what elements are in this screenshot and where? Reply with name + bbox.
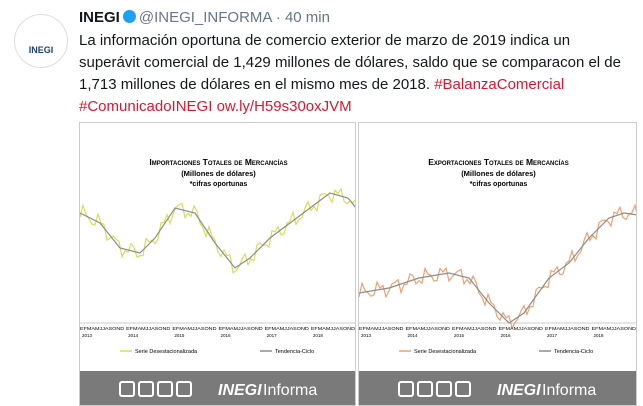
link[interactable]: ow.ly/H59s30oxJVM bbox=[216, 98, 352, 115]
year-label: 2014 bbox=[408, 333, 419, 338]
chart-title: Importaciones Totales de Mercancías bbox=[149, 157, 287, 167]
month-labels: EFMAMJJASOND bbox=[80, 326, 125, 331]
chart-image[interactable]: Exportaciones Totales de Mercancías (Mill… bbox=[358, 122, 637, 406]
year-label: 2013 bbox=[82, 333, 93, 338]
year-label: 2018 bbox=[594, 333, 605, 338]
month-labels: EFMAMJJASOND bbox=[359, 326, 404, 331]
legend-label: Serie Desestacionalizada bbox=[135, 349, 198, 355]
brand: INEGI bbox=[218, 382, 262, 399]
chart-svg: Exportaciones Totales de Mercancías (Mill… bbox=[359, 123, 637, 405]
social-icon bbox=[138, 381, 154, 397]
social-icon bbox=[417, 381, 433, 397]
brand: INEGI bbox=[497, 382, 541, 399]
month-labels: EFMAMJJASOND bbox=[265, 326, 310, 331]
verified-badge bbox=[122, 10, 136, 23]
year-label: 2017 bbox=[547, 333, 558, 338]
month-labels: EFMAMJJASOND bbox=[592, 326, 637, 331]
text-line: superávit comercial de 1,429 millones de… bbox=[79, 52, 621, 74]
social-icon bbox=[455, 381, 471, 397]
social-icon bbox=[176, 381, 192, 397]
social-icon bbox=[119, 381, 135, 397]
chart-note: *cifras oportunas bbox=[190, 181, 248, 188]
brand-word: Informa bbox=[542, 382, 596, 399]
link[interactable]: #BalanzaComercial bbox=[434, 76, 565, 93]
chart-subtitle: (Millones de dólares) bbox=[461, 169, 536, 178]
trend-line bbox=[80, 192, 355, 269]
chart-title: Exportaciones Totales de Mercancías bbox=[428, 157, 568, 167]
text-line: #ComunicadoINEGI ow.ly/H59s30oxJVM bbox=[79, 96, 621, 118]
social-icon bbox=[398, 381, 414, 397]
year-label: 2014 bbox=[128, 333, 139, 338]
series-line bbox=[359, 203, 636, 330]
month-labels: EFMAMJJASOND bbox=[545, 326, 590, 331]
tweet-header: INEGI @INEGI_INFORMA · 40 min bbox=[79, 9, 330, 26]
month-labels: EFMAMJJASOND bbox=[172, 326, 217, 331]
separator: · bbox=[275, 9, 281, 26]
text-segment: 1,713 millones de dólares en el mismo me… bbox=[79, 76, 435, 93]
link[interactable]: #ComunicadoINEGI bbox=[79, 98, 213, 115]
text-line: La información oportuna de comercio exte… bbox=[79, 30, 621, 52]
chart-subtitle: (Millones de dólares) bbox=[181, 169, 256, 178]
bg bbox=[359, 123, 636, 371]
year-label: 2016 bbox=[221, 333, 232, 338]
avatar-label: INEGI bbox=[28, 45, 54, 55]
year-label: 2018 bbox=[313, 333, 324, 338]
month-labels: EFMAMJJASOND bbox=[499, 326, 544, 331]
brand-word: Informa bbox=[263, 382, 317, 399]
footer-bar bbox=[359, 371, 636, 405]
month-labels: EFMAMJJASOND bbox=[219, 326, 264, 331]
avatar[interactable]: INEGI bbox=[14, 14, 68, 68]
year-label: 2015 bbox=[174, 333, 185, 338]
month-labels: EFMAMJJASOND bbox=[126, 326, 171, 331]
social-icon bbox=[157, 381, 173, 397]
time[interactable]: 40 min bbox=[284, 9, 330, 26]
social-icon bbox=[436, 381, 452, 397]
legend-label: Serie Desestacionalizada bbox=[414, 349, 477, 355]
chart-image[interactable]: Importaciones Totales de Mercancías (Mill… bbox=[79, 122, 356, 406]
handle[interactable]: @INEGI_INFORMA bbox=[138, 9, 272, 26]
month-labels: EFMAMJJASOND bbox=[406, 326, 451, 331]
trend-line bbox=[359, 212, 636, 324]
month-labels: EFMAMJJASOND bbox=[311, 326, 356, 331]
month-labels: EFMAMJJASOND bbox=[452, 326, 497, 331]
author[interactable]: INEGI bbox=[79, 9, 120, 26]
year-label: 2013 bbox=[361, 333, 372, 338]
year-label: 2017 bbox=[267, 333, 278, 338]
chart-svg: Importaciones Totales de Mercancías (Mill… bbox=[80, 123, 356, 405]
year-label: 2016 bbox=[501, 333, 512, 338]
chart-note: *cifras oportunas bbox=[470, 181, 528, 188]
tweet-text: La información oportuna de comercio exte… bbox=[79, 30, 621, 118]
legend-label: Tendencia-Ciclo bbox=[275, 349, 314, 355]
footer-bar bbox=[80, 371, 355, 405]
year-label: 2015 bbox=[454, 333, 465, 338]
text-segment: superávit comercial de 1,429 millones de… bbox=[79, 54, 621, 71]
legend-label: Tendencia-Ciclo bbox=[554, 349, 593, 355]
text-segment: La información oportuna de comercio exte… bbox=[79, 32, 571, 49]
text-line: 1,713 millones de dólares en el mismo me… bbox=[79, 74, 621, 96]
